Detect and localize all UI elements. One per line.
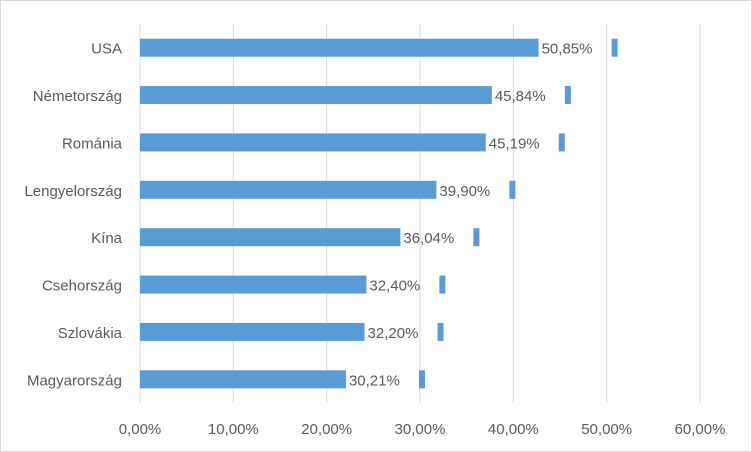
x-tick-label: 0,00% xyxy=(119,421,162,438)
bars-group: 50,85% 45,84% 45,19% 39,90% 36,04% 32,40% 32,2… xyxy=(140,38,618,389)
data-label: 45,19% xyxy=(489,135,540,152)
x-tick-label: 50,00% xyxy=(581,421,632,438)
bar-value-marker xyxy=(564,86,571,105)
x-tick-label: 60,00% xyxy=(675,421,726,438)
category-label: Csehország xyxy=(42,278,122,295)
bar-value-marker xyxy=(418,370,425,389)
bar-value-marker xyxy=(439,275,446,294)
data-label: 36,04% xyxy=(403,230,454,247)
bar xyxy=(140,180,437,199)
gridlines xyxy=(139,24,701,403)
bar xyxy=(140,133,486,152)
category-label: Kína xyxy=(91,230,123,247)
category-label: Szlovákia xyxy=(58,325,123,342)
category-label: Lengyelország xyxy=(24,183,122,200)
category-label: Magyarország xyxy=(27,372,122,389)
bar xyxy=(140,38,539,57)
bar xyxy=(140,275,367,294)
data-label: 50,85% xyxy=(542,41,593,58)
x-tick-label: 30,00% xyxy=(395,421,446,438)
data-label: 30,21% xyxy=(349,372,400,389)
x-tick-label: 10,00% xyxy=(208,421,259,438)
bar xyxy=(140,322,365,341)
x-tick-label: 40,00% xyxy=(488,421,539,438)
data-label: 45,84% xyxy=(495,88,546,105)
data-label: 32,40% xyxy=(369,278,420,295)
category-label: Románia xyxy=(62,135,123,152)
bar-value-marker xyxy=(558,133,565,152)
x-tick-labels: 0,00% 10,00% 20,00% 30,00% 40,00% 50,00% 60,00… xyxy=(119,421,726,438)
bar-value-marker xyxy=(473,228,480,247)
bar-value-marker xyxy=(437,322,444,341)
bar xyxy=(140,86,492,105)
data-label: 39,90% xyxy=(439,183,490,200)
category-label: USA xyxy=(91,41,122,58)
data-label: 32,20% xyxy=(368,325,419,342)
bar xyxy=(140,228,401,247)
category-label: Németország xyxy=(33,88,122,105)
bar-value-marker xyxy=(611,38,618,57)
bar xyxy=(140,370,346,389)
x-tick-label: 20,00% xyxy=(301,421,352,438)
bar-value-marker xyxy=(509,180,516,199)
category-labels: USA Németország Románia Lengyelország Kína Cs… xyxy=(24,41,122,390)
